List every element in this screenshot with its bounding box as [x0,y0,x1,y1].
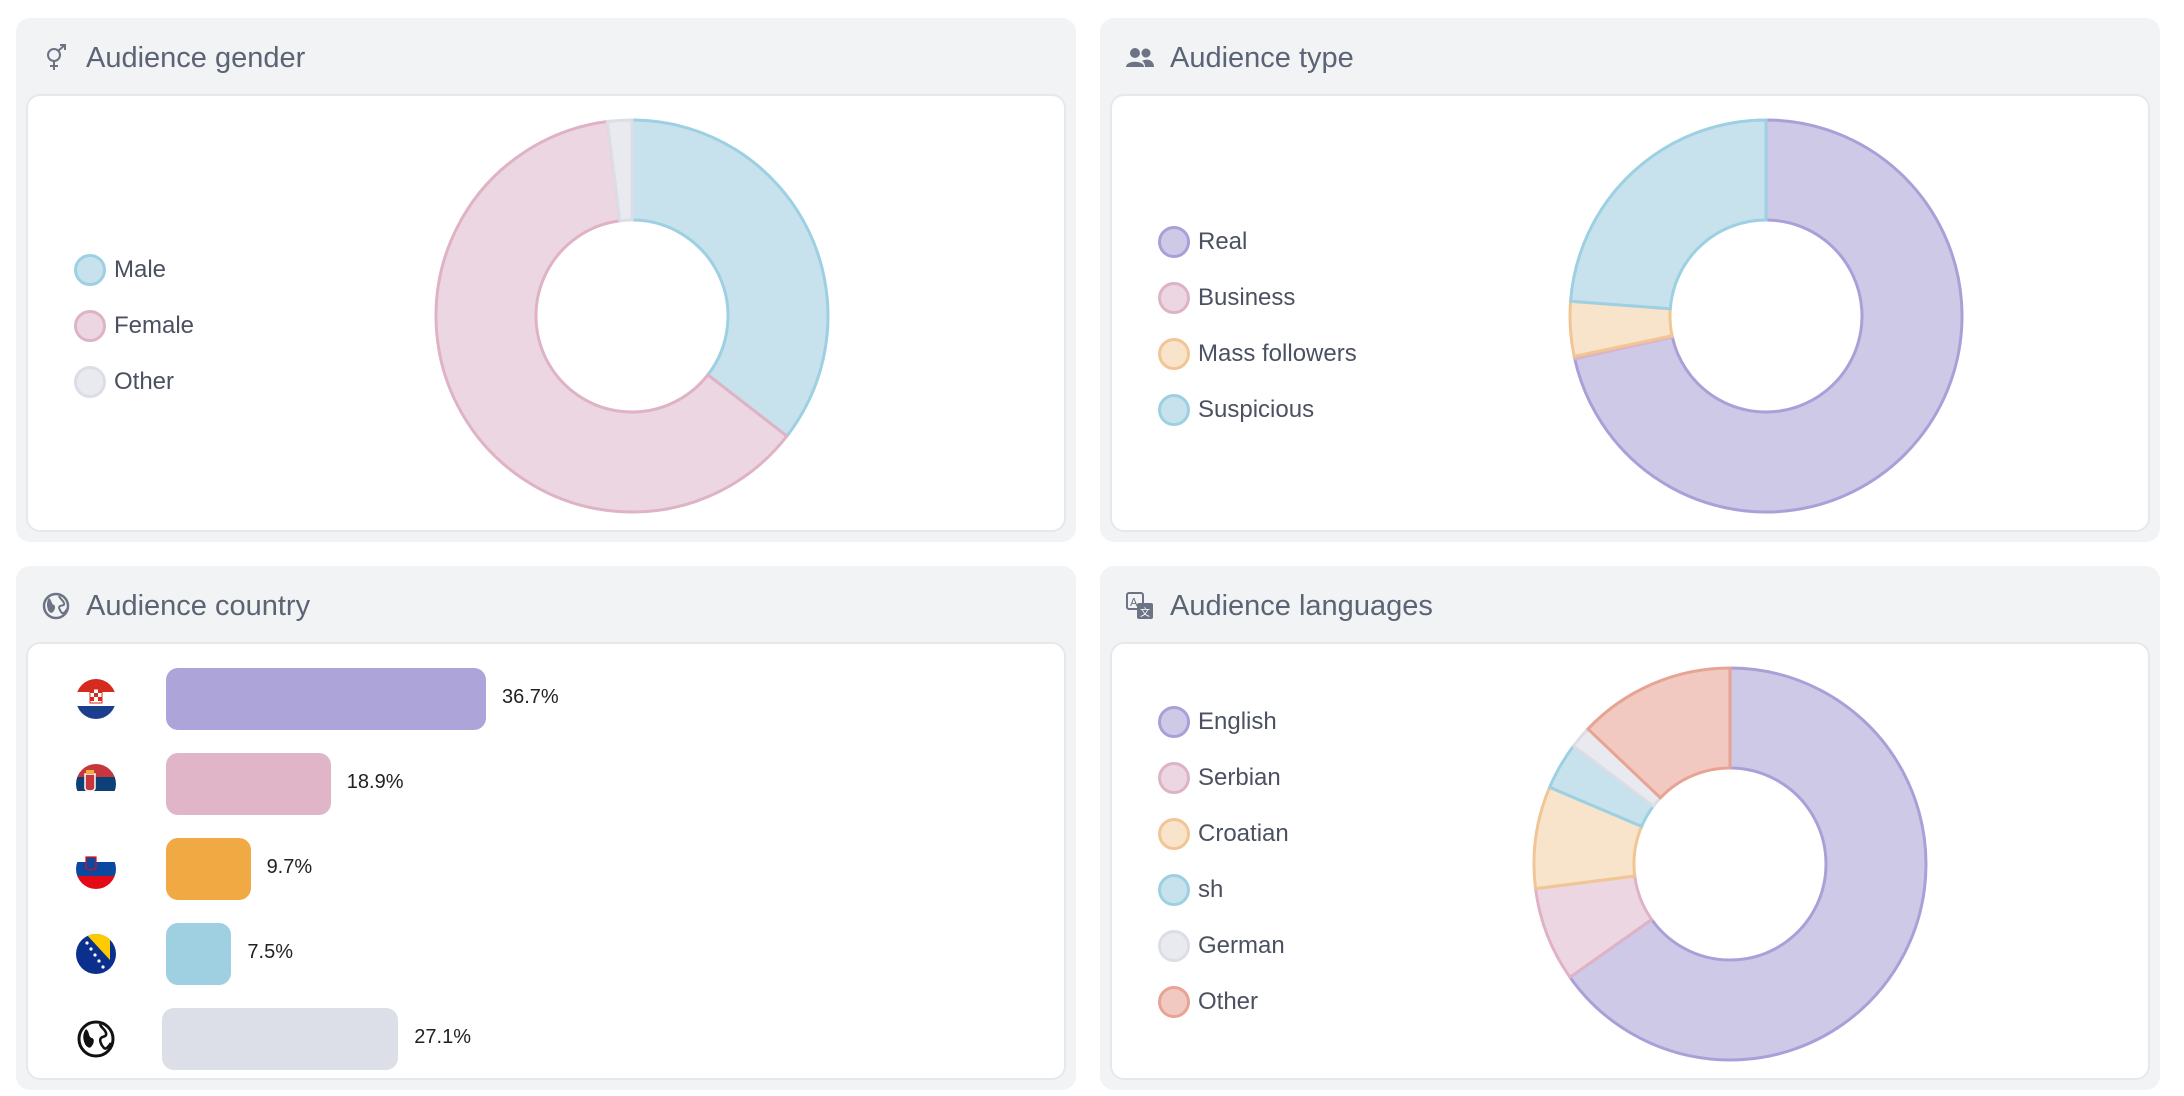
legend-label: Mass followers [1198,340,1357,367]
country-bar[interactable] [166,923,232,985]
country-bar[interactable] [166,753,331,815]
translate-icon: A 文 [1124,590,1156,622]
legend-dot [1158,282,1190,314]
country-bar-label: 9.7% [266,856,313,878]
legend-dot [1158,706,1190,738]
legend-item-male[interactable]: Male [74,242,194,298]
legend-label: English [1198,708,1277,735]
legend-item-suspicious[interactable]: Suspicious [1158,382,1357,438]
audience-type-card: Real Business Mass followers Suspicious [1110,94,2150,532]
croatia-flag-icon [76,679,116,719]
gender-legend: Male Female Other [74,242,194,410]
audience-country-header: Audience country [40,586,310,626]
legend-dot [1158,762,1190,794]
legend-label: Other [114,368,175,395]
legend-dot [1158,226,1190,258]
legend-dot [1158,874,1190,906]
audience-gender-panel: Audience gender Male Female Other [16,18,1076,542]
audience-country-panel: Audience country 36.7% 18.9% 9.7% 7.5% 27.1% [16,566,1076,1090]
globe-icon [76,1019,116,1059]
legend-item-business[interactable]: Business [1158,270,1357,326]
donut-slice-english[interactable] [1567,666,1928,1062]
country-bar[interactable] [166,838,251,900]
panel-title: Audience languages [1170,589,1433,622]
legend-item-other[interactable]: Other [74,354,194,410]
country-bar-label: 18.9% [346,771,404,793]
legend-label: German [1198,932,1285,959]
audience-languages-card: English Serbian Croatian sh German Other [1110,642,2150,1080]
gender-icon [40,42,72,74]
type-donut-chart [1568,118,1964,514]
legend-label: Female [114,312,195,339]
country-row: 18.9% [28,753,1064,815]
users-icon [1124,42,1156,74]
donut-slice-male[interactable] [630,118,830,439]
legend-item-mass-followers[interactable]: Mass followers [1158,326,1357,382]
legend-label: Other [1198,988,1259,1015]
donut-slice-other[interactable] [1585,666,1732,800]
audience-country-card: 36.7% 18.9% 9.7% 7.5% 27.1% [26,642,1066,1080]
donut-slice-real[interactable] [1572,118,1964,514]
legend-label: Business [1198,284,1296,311]
country-bar[interactable] [162,1008,399,1070]
type-legend: Real Business Mass followers Suspicious [1158,214,1357,438]
legend-dot [74,310,106,342]
legend-item-english[interactable]: English [1158,694,1289,750]
donut-slice-female[interactable] [434,119,789,514]
legend-dot [1158,818,1190,850]
donut-slice-suspicious[interactable] [1568,118,1768,311]
legend-item-serbian[interactable]: Serbian [1158,750,1289,806]
legend-item-other-language[interactable]: Other [1158,974,1289,1030]
audience-type-panel: Audience type Real Business Mass followe… [1100,18,2160,542]
legend-dot [1158,930,1190,962]
legend-label: sh [1198,876,1224,903]
country-row: 9.7% [28,838,1064,900]
audience-gender-card: Male Female Other [26,94,1066,532]
legend-item-german[interactable]: German [1158,918,1289,974]
legend-dot [1158,394,1190,426]
country-row: 36.7% [28,668,1064,730]
audience-gender-header: Audience gender [40,38,305,78]
slovenia-flag-icon [76,849,116,889]
legend-dot [1158,338,1190,370]
country-row: 7.5% [28,923,1064,985]
country-bar-label: 36.7% [502,686,559,708]
audience-type-header: Audience type [1124,38,1354,78]
legend-dot [74,254,106,286]
bosnia-flag-icon [76,934,116,974]
country-row: 27.1% [28,1008,1064,1070]
panel-title: Audience country [86,589,311,622]
legend-item-real[interactable]: Real [1158,214,1357,270]
panel-title: Audience gender [86,41,306,74]
country-bar-label: 27.1% [414,1026,471,1048]
legend-label: Serbian [1198,764,1281,791]
country-bar[interactable] [166,668,486,730]
donut-slice-other[interactable] [605,118,634,223]
svg-text:A: A [1130,596,1138,609]
serbia-flag-icon [76,764,116,804]
legend-item-sh[interactable]: sh [1158,862,1289,918]
country-bar-label: 7.5% [247,941,293,963]
legend-label: Real [1198,228,1248,255]
gender-donut-chart [434,118,830,514]
legend-label: Suspicious [1198,396,1315,423]
svg-text:文: 文 [1140,606,1150,619]
legend-item-croatian[interactable]: Croatian [1158,806,1289,862]
audience-languages-header: A 文 Audience languages [1124,586,1433,626]
legend-label: Male [114,256,167,283]
legend-label: Croatian [1198,820,1289,847]
languages-donut-chart [1532,666,1928,1062]
legend-dot [1158,986,1190,1018]
legend-item-female[interactable]: Female [74,298,194,354]
panel-title: Audience type [1170,41,1354,74]
globe-icon [40,590,72,622]
languages-legend: English Serbian Croatian sh German Other [1158,694,1289,1030]
audience-languages-panel: A 文 Audience languages English Serbian C… [1100,566,2160,1090]
legend-dot [74,366,106,398]
